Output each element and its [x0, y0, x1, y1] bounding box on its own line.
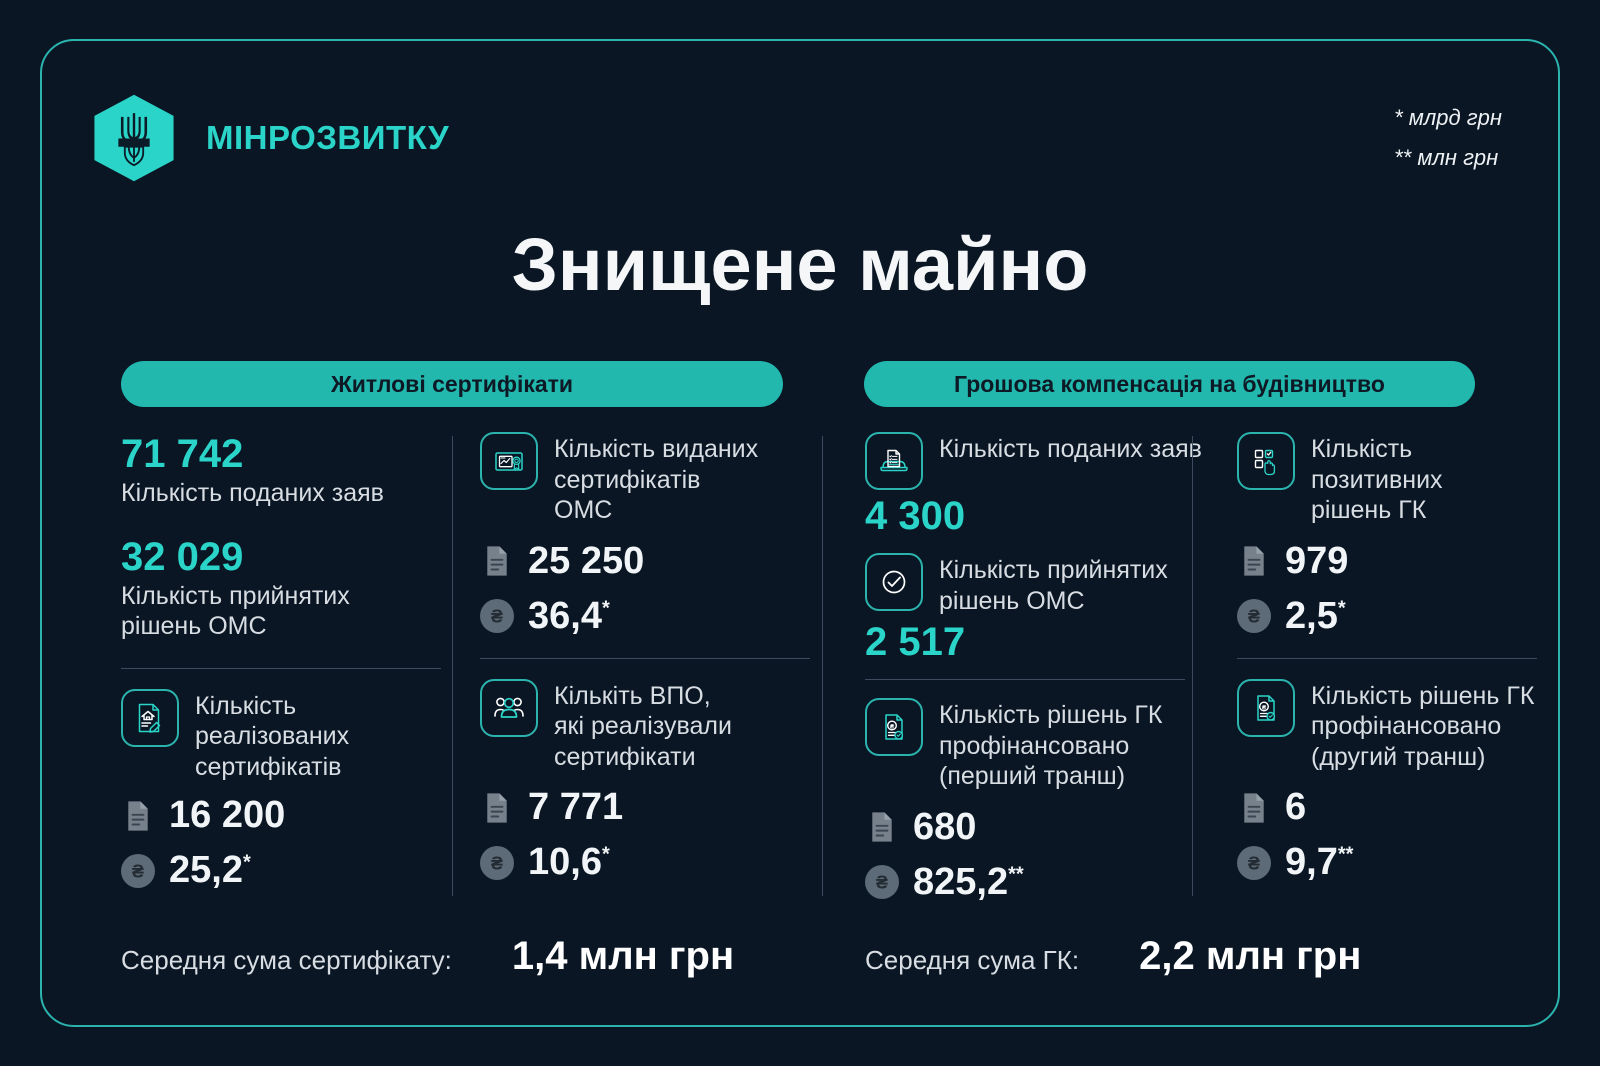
- svg-text:₴: ₴: [1262, 704, 1267, 711]
- svg-text:₴: ₴: [890, 723, 895, 730]
